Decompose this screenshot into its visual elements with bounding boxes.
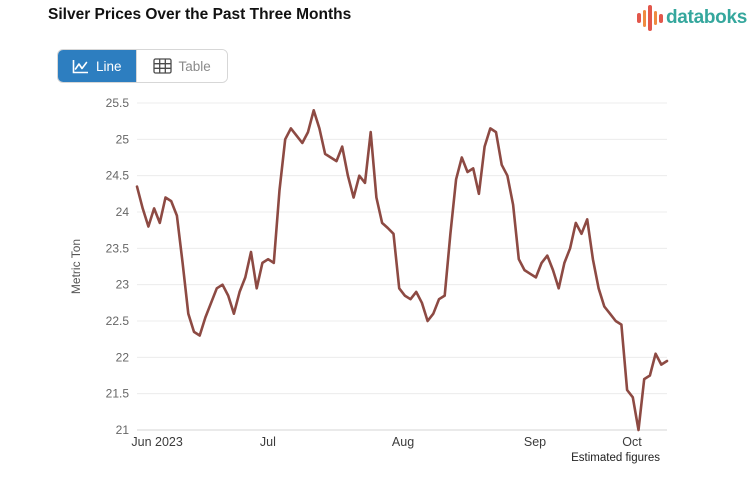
databoks-logo-icon [637,5,663,31]
y-axis-tick-label: 21.5 [106,387,130,401]
y-axis-tick-label: 22 [116,350,130,364]
line-chart-icon [72,59,88,73]
table-icon [152,58,172,74]
chart-footnote: Estimated figures [571,452,660,464]
x-axis-tick-label: Sep [524,435,546,449]
x-axis-tick-label: Oct [622,435,642,449]
x-axis-tick-label: Jul [260,435,276,449]
table-view-button[interactable]: Table [135,50,227,82]
x-axis-tick-label: Aug [392,435,414,449]
y-axis-tick-label: 25.5 [106,96,130,110]
y-axis-tick-label: 22.5 [106,314,130,328]
page-title: Silver Prices Over the Past Three Months [48,6,352,23]
line-view-button[interactable]: Line [58,50,136,82]
price-line [135,108,669,432]
table-view-label: Table [178,58,211,74]
y-axis-tick-label: 24.5 [106,169,130,183]
line-view-label: Line [96,58,122,74]
y-axis-tick-label: 21 [116,423,130,437]
view-toggle: Line Table [57,49,228,83]
y-axis-title: Metric Ton [69,239,83,294]
databoks-logo-text: databoks [665,7,747,28]
y-axis-tick-label: 23.5 [106,241,130,255]
y-axis-tick-label: 25 [116,132,130,146]
y-axis-tick-label: 24 [116,205,130,219]
y-axis-tick-label: 23 [116,278,130,292]
x-axis-tick-label: Jun 2023 [131,435,182,449]
databoks-logo[interactable]: databoks [637,5,747,31]
